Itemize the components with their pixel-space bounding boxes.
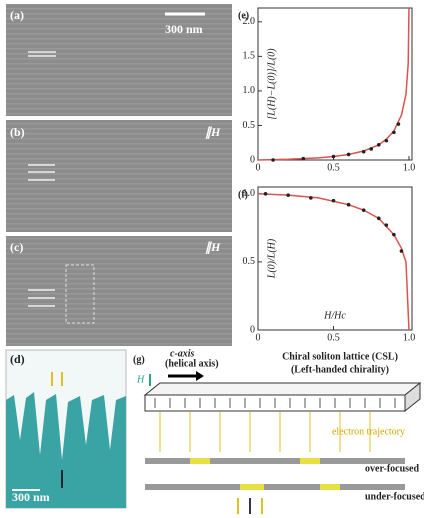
data-point: [346, 152, 351, 157]
data-point: [384, 223, 389, 227]
panel-label: (g): [133, 354, 145, 365]
x-tick-label: 0: [256, 332, 261, 343]
field-label: ∥H: [205, 240, 221, 254]
data-point: [396, 122, 401, 126]
panel-label: (a): [10, 8, 24, 22]
micrograph-b: [6, 120, 232, 232]
x-axis-label: H/Hc: [323, 310, 346, 321]
panel-label: (c): [10, 240, 23, 254]
y-tick-label: 1.0: [243, 85, 256, 96]
bright-band: [320, 484, 340, 490]
slab-side: [404, 381, 421, 413]
data-point: [301, 156, 306, 161]
arrowhead: [196, 371, 204, 381]
panel-label: (e): [238, 10, 249, 21]
spins: [154, 398, 396, 408]
csl-title: Chiral soliton lattice (CSL): [282, 351, 398, 362]
x-tick-label: 1.0: [403, 332, 416, 343]
panel-label: (b): [10, 125, 25, 139]
under-focused-bar: [145, 484, 405, 490]
plot-frame: [257, 186, 413, 331]
y-axis-label: [L(H)−L(0)]/L(0): [266, 48, 277, 120]
data-point: [376, 216, 381, 221]
axis-note: (helical axis): [165, 358, 219, 369]
panel-label: (d): [10, 352, 25, 366]
trajectory-label: electron trajectory: [332, 426, 405, 437]
data-point: [271, 158, 275, 162]
y-tick-label: 0: [250, 324, 255, 335]
data-point: [346, 202, 351, 207]
data-point: [384, 138, 389, 143]
under-label: under-focused: [365, 491, 424, 502]
slab-top: [143, 382, 422, 396]
scale-label: 300 nm: [12, 490, 50, 504]
arrows: [237, 498, 263, 514]
data-point: [399, 249, 404, 253]
y-tick-label: 0.5: [243, 120, 256, 131]
scale-label: 300 nm: [165, 22, 203, 36]
over-focused-bar: [145, 458, 405, 464]
data-point: [392, 232, 396, 237]
y-axis-label: L(0)/L(H): [266, 238, 277, 279]
electron-trajectories: [159, 412, 371, 452]
y-tick-label: 0.5: [243, 256, 256, 267]
over-label: over-focused: [365, 463, 419, 474]
fit-curve: [257, 7, 410, 161]
x-tick-label: 0: [256, 162, 261, 173]
data-point: [361, 208, 366, 212]
x-tick-label: 0.5: [327, 332, 340, 343]
panel-label: (f): [238, 189, 248, 200]
axis-label: c-axis: [170, 348, 195, 359]
arrows: [51, 372, 63, 386]
data-point: [369, 147, 374, 151]
field-label: H: [136, 374, 145, 385]
csl-subtitle: (Left-handed chirality): [291, 364, 389, 375]
bright-band: [300, 458, 320, 464]
data-point: [331, 198, 336, 203]
data-point: [361, 149, 366, 154]
data-point: [392, 130, 396, 135]
micrograph-a: [6, 4, 232, 116]
micrograph-c: [6, 236, 232, 346]
fit-curve: [257, 193, 410, 331]
data-point: [309, 196, 313, 200]
data-point: [376, 143, 381, 147]
bright-band: [240, 484, 264, 490]
x-tick-label: 0.5: [327, 162, 340, 173]
data-point: [286, 193, 290, 197]
defect-lines: [28, 51, 56, 307]
bright-band: [190, 458, 210, 464]
y-tick-label: 0: [250, 154, 255, 165]
data-point: [331, 154, 336, 159]
y-tick-label: 1.0: [243, 188, 256, 199]
field-label: ∥H: [205, 125, 221, 139]
y-tick-label: 1.5: [243, 51, 256, 62]
x-tick-label: 1.0: [403, 162, 416, 173]
roi-box: [65, 264, 95, 324]
data-point: [263, 192, 268, 196]
y-tick-label: 2.0: [243, 16, 256, 27]
intensity-profile: [6, 392, 126, 508]
plot-frame: [257, 7, 413, 161]
